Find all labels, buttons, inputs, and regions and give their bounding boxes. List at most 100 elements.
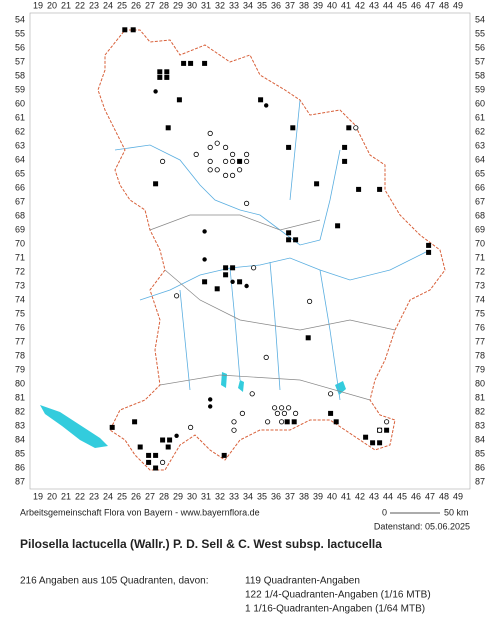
- column-label: 20: [47, 0, 57, 10]
- square-marker: [328, 410, 334, 416]
- open-circle-marker: [244, 158, 250, 164]
- square-marker: [426, 242, 432, 248]
- row-label: 86: [15, 462, 25, 472]
- row-label: 73: [15, 280, 25, 290]
- square-marker: [165, 125, 171, 131]
- title: Pilosella lactucella (Wallr.) P. D. Sell…: [20, 537, 382, 551]
- column-label: 23: [89, 491, 99, 501]
- row-label: 65: [475, 168, 485, 178]
- border: [97, 29, 446, 471]
- square-marker: [346, 125, 352, 131]
- column-label: 28: [159, 491, 169, 501]
- column-label: 27: [145, 491, 155, 501]
- column-label: 31: [201, 0, 211, 10]
- scale-end: 50 km: [444, 507, 469, 517]
- square-marker: [176, 97, 182, 103]
- open-circle-marker: [306, 298, 313, 304]
- row-label: 61: [15, 112, 25, 122]
- square-marker: [286, 144, 292, 150]
- column-label: 32: [215, 0, 225, 10]
- square-marker: [223, 265, 229, 271]
- square-marker: [286, 237, 292, 243]
- row-label: 60: [475, 98, 485, 108]
- column-label: 26: [131, 0, 141, 10]
- row-label: 85: [15, 448, 25, 458]
- square-marker: [230, 265, 236, 271]
- open-circle-marker: [251, 265, 257, 271]
- row-label: 68: [15, 210, 25, 220]
- column-label: 45: [397, 0, 407, 10]
- row-label: 57: [475, 56, 485, 66]
- row-label: 78: [15, 350, 25, 360]
- column-label: 19: [33, 0, 43, 10]
- open-circle-marker: [237, 167, 243, 173]
- row-label: 62: [475, 126, 485, 136]
- river: [114, 144, 321, 246]
- square-marker: [167, 437, 173, 443]
- row-label: 77: [15, 336, 25, 346]
- summary: 216 Angaben aus 105 Quadranten, davon:: [20, 576, 209, 587]
- column-label: 43: [369, 491, 379, 501]
- column-label: 24: [103, 491, 113, 501]
- square-marker: [370, 440, 376, 446]
- square-marker: [291, 419, 297, 425]
- column-label: 40: [327, 491, 337, 501]
- column-label: 29: [173, 0, 183, 10]
- district-borders: [149, 214, 396, 401]
- column-label: 37: [285, 491, 295, 501]
- row-label: 70: [475, 238, 485, 248]
- row-label: 62: [15, 126, 25, 136]
- row-label: 63: [475, 140, 485, 150]
- square-marker: [342, 144, 348, 150]
- open-circle-marker: [239, 410, 245, 416]
- square-marker: [202, 60, 208, 66]
- open-circle-marker: [231, 427, 237, 433]
- column-label: 36: [271, 0, 281, 10]
- square-marker: [377, 186, 383, 192]
- row-label: 82: [475, 406, 485, 416]
- row-label: 74: [15, 294, 25, 304]
- row-label: 71: [475, 252, 485, 262]
- open-circle-marker: [249, 391, 255, 397]
- row-label: 73: [475, 280, 485, 290]
- row-label: 55: [475, 28, 485, 38]
- square-marker: [153, 452, 159, 458]
- row-label: 69: [475, 224, 485, 234]
- square-marker: [130, 27, 136, 33]
- open-circle-marker: [160, 459, 166, 465]
- column-label: 31: [201, 491, 211, 501]
- open-circle-marker: [223, 172, 229, 178]
- column-label: 27: [145, 0, 155, 10]
- column-label: 26: [131, 491, 141, 501]
- column-label: 35: [257, 491, 267, 501]
- credit: Arbeitsgemeinschaft Flora von Bayern - w…: [20, 507, 260, 517]
- square-marker: [363, 434, 369, 440]
- lake: [40, 405, 108, 448]
- row-label: 59: [475, 84, 485, 94]
- square-marker: [342, 158, 348, 164]
- open-circle-marker: [207, 167, 213, 173]
- row-label: 72: [15, 266, 25, 276]
- column-label: 30: [187, 0, 197, 10]
- lakes: [40, 372, 346, 448]
- row-label: 84: [15, 434, 25, 444]
- column-label: 23: [89, 0, 99, 10]
- square-marker: [157, 69, 163, 75]
- square-marker: [188, 60, 194, 66]
- row-label: 83: [475, 420, 485, 430]
- row-label: 75: [475, 308, 485, 318]
- row-label: 84: [475, 434, 485, 444]
- column-label: 29: [173, 491, 183, 501]
- row-label: 78: [475, 350, 485, 360]
- row-label: 64: [15, 154, 25, 164]
- row-label: 81: [15, 392, 25, 402]
- river: [289, 99, 341, 241]
- open-circle-marker: [214, 140, 220, 146]
- column-label: 47: [425, 491, 435, 501]
- column-label: 39: [313, 491, 323, 501]
- column-label: 36: [271, 491, 281, 501]
- row-label: 58: [15, 70, 25, 80]
- open-circle-marker: [274, 410, 280, 416]
- column-label: 46: [411, 0, 421, 10]
